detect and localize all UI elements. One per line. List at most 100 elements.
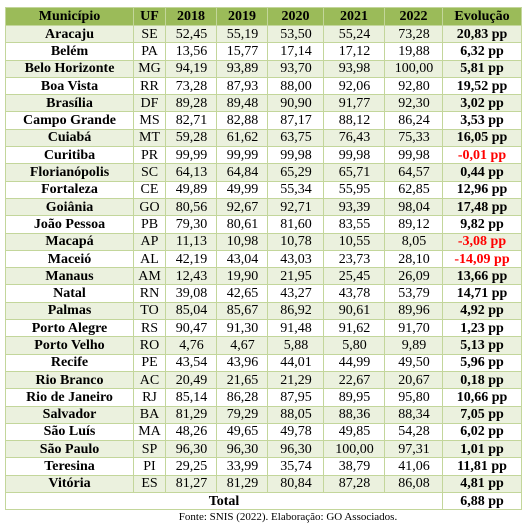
city-cell: Porto Velho	[5, 336, 134, 355]
city-cell: Recife	[5, 353, 134, 372]
value-cell: 44,99	[323, 353, 385, 372]
table-row: Campo Grande MS 82,71 82,88 87,17 88,12 86,24 3…	[5, 111, 522, 130]
evolution-cell: -14,09 pp	[442, 249, 522, 269]
value-cell: 91,70	[384, 319, 443, 338]
city-cell: Boa Vista	[5, 76, 134, 96]
value-cell: 90,90	[267, 94, 324, 113]
evolution-cell: 11,81 pp	[442, 457, 522, 476]
value-cell: 79,30	[165, 215, 217, 234]
value-cell: 19,90	[216, 267, 268, 286]
value-cell: 33,99	[216, 457, 268, 476]
state-cell: MA	[133, 422, 166, 442]
evolution-cell: 5,96 pp	[442, 353, 522, 372]
evolution-cell: -3,08 pp	[442, 232, 522, 251]
value-cell: 87,95	[267, 388, 324, 407]
value-cell: 87,17	[267, 111, 324, 130]
value-cell: 96,30	[165, 440, 217, 459]
value-cell: 73,28	[384, 24, 443, 44]
value-cell: 89,48	[216, 94, 268, 113]
value-cell: 98,04	[384, 197, 443, 217]
value-cell: 21,29	[267, 370, 324, 390]
city-cell: Palmas	[5, 301, 134, 321]
value-cell: 55,19	[216, 24, 268, 44]
value-cell: 53,50	[267, 24, 324, 44]
value-cell: 49,50	[384, 353, 443, 372]
value-cell: 25,45	[323, 267, 385, 286]
state-cell: SP	[133, 440, 166, 459]
table-row: Brasília DF 89,28 89,48 90,90 91,77 92,30 3,02 …	[5, 94, 522, 113]
table-row: Porto Alegre RS 90,47 91,30 91,48 91,62 91,70 1…	[5, 319, 522, 338]
state-cell: SC	[133, 163, 166, 182]
value-cell: 35,74	[267, 457, 324, 476]
value-cell: 93,89	[216, 59, 268, 78]
state-cell: BA	[133, 405, 166, 424]
value-cell: 86,92	[267, 301, 324, 321]
value-cell: 43,54	[165, 353, 217, 372]
value-cell: 28,10	[384, 249, 443, 269]
evolution-cell: 9,82 pp	[442, 215, 522, 234]
city-cell: Aracaju	[5, 24, 134, 44]
evolution-cell: 4,92 pp	[442, 301, 522, 321]
header-cell: UF	[133, 7, 166, 26]
value-cell: 5,80	[323, 336, 385, 355]
table-row: Florianópolis SC 64,13 64,84 65,29 65,71 64,57…	[5, 163, 522, 182]
evolution-cell: 1,01 pp	[442, 440, 522, 459]
city-cell: Belém	[5, 42, 134, 61]
city-cell: Rio Branco	[5, 370, 134, 390]
evolution-cell: 20,83 pp	[442, 24, 522, 44]
value-cell: 81,29	[165, 405, 217, 424]
table-row: Cuiabá MT 59,28 61,62 63,75 76,43 75,33 16,05 p…	[5, 128, 522, 148]
value-cell: 79,29	[216, 405, 268, 424]
value-cell: 43,03	[267, 249, 324, 269]
evolution-cell: 6,02 pp	[442, 422, 522, 442]
table-container: Município UF 2018 2019 2020 2021 2022 Evolução …	[5, 7, 522, 523]
state-cell: RR	[133, 76, 166, 96]
value-cell: 55,34	[267, 180, 324, 199]
value-cell: 43,27	[267, 284, 324, 303]
value-cell: 20,49	[165, 370, 217, 390]
value-cell: 86,24	[384, 111, 443, 130]
value-cell: 49,78	[267, 422, 324, 442]
value-cell: 85,04	[165, 301, 217, 321]
table-row: Boa Vista RR 73,28 87,93 88,00 92,06 92,80 19,5…	[5, 76, 522, 96]
value-cell: 82,88	[216, 111, 268, 130]
state-cell: AM	[133, 267, 166, 286]
value-cell: 22,67	[323, 370, 385, 390]
state-cell: PR	[133, 146, 166, 165]
value-cell: 92,80	[384, 76, 443, 96]
table-row: Fortaleza CE 49,89 49,99 55,34 55,95 62,85 12,9…	[5, 180, 522, 199]
state-cell: MT	[133, 128, 166, 148]
city-cell: Campo Grande	[5, 111, 134, 130]
state-cell: RN	[133, 284, 166, 303]
value-cell: 83,55	[323, 215, 385, 234]
value-cell: 91,62	[323, 319, 385, 338]
value-cell: 92,30	[384, 94, 443, 113]
table-row: Macapá AP 11,13 10,98 10,78 10,55 8,05 -3,08 pp	[5, 232, 522, 251]
value-cell: 64,13	[165, 163, 217, 182]
value-cell: 21,95	[267, 267, 324, 286]
value-cell: 52,45	[165, 24, 217, 44]
header-row: Município UF 2018 2019 2020 2021 2022 Evolução	[5, 7, 522, 26]
table-row: Belo Horizonte MG 94,19 93,89 93,70 93,98 100,…	[5, 59, 522, 78]
value-cell: 26,09	[384, 267, 443, 286]
state-cell: CE	[133, 180, 166, 199]
value-cell: 61,62	[216, 128, 268, 148]
value-cell: 100,00	[384, 59, 443, 78]
table-row: Belém PA 13,56 15,77 17,14 17,12 19,88 6,32 pp	[5, 42, 522, 61]
value-cell: 82,71	[165, 111, 217, 130]
value-cell: 99,99	[216, 146, 268, 165]
table-body: Aracaju SE 52,45 55,19 53,50 55,24 73,28 20,83 …	[5, 24, 522, 511]
city-cell: São Luís	[5, 422, 134, 442]
value-cell: 94,19	[165, 59, 217, 78]
evolution-cell: 0,18 pp	[442, 370, 522, 390]
value-cell: 9,89	[384, 336, 443, 355]
value-cell: 64,84	[216, 163, 268, 182]
city-cell: João Pessoa	[5, 215, 134, 234]
value-cell: 4,67	[216, 336, 268, 355]
value-cell: 11,13	[165, 232, 217, 251]
city-cell: Maceió	[5, 249, 134, 269]
value-cell: 54,28	[384, 422, 443, 442]
value-cell: 99,98	[267, 146, 324, 165]
value-cell: 41,06	[384, 457, 443, 476]
